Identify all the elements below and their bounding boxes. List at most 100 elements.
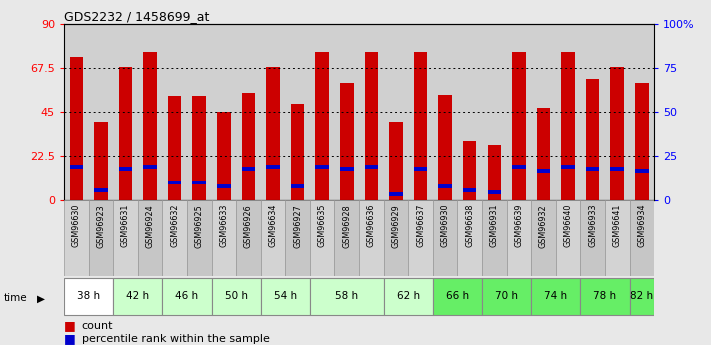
Bar	[113, 278, 162, 315]
Bar	[359, 200, 384, 276]
Text: 46 h: 46 h	[176, 291, 198, 301]
Bar	[433, 24, 457, 200]
Text: GSM96929: GSM96929	[392, 204, 400, 248]
Text: GSM96934: GSM96934	[637, 204, 646, 247]
Bar	[463, 188, 476, 192]
Bar	[138, 200, 162, 276]
Bar	[556, 200, 580, 276]
Bar	[463, 141, 476, 200]
Bar	[212, 24, 236, 200]
Bar	[162, 24, 187, 200]
Bar	[531, 200, 556, 276]
Bar	[580, 24, 605, 200]
Text: 62 h: 62 h	[397, 291, 419, 301]
Bar	[310, 200, 334, 276]
Bar	[482, 24, 506, 200]
Bar	[605, 24, 629, 200]
Bar	[334, 200, 359, 276]
Text: 78 h: 78 h	[594, 291, 616, 301]
Bar	[457, 24, 482, 200]
Text: GSM96636: GSM96636	[367, 204, 376, 247]
Bar	[119, 67, 132, 200]
Bar	[561, 165, 574, 169]
Bar	[285, 200, 310, 276]
Bar	[261, 278, 310, 315]
Text: GSM96923: GSM96923	[97, 204, 105, 247]
Bar	[537, 169, 550, 173]
Text: GSM96930: GSM96930	[441, 204, 449, 247]
Bar	[439, 185, 452, 188]
Bar	[242, 92, 255, 200]
Bar	[119, 167, 132, 171]
Bar	[359, 24, 384, 200]
Bar	[561, 51, 574, 200]
Bar	[310, 24, 334, 200]
Bar	[334, 24, 359, 200]
Text: 66 h: 66 h	[446, 291, 469, 301]
Bar	[611, 167, 624, 171]
Bar	[291, 104, 304, 200]
Bar	[408, 200, 433, 276]
Bar	[629, 278, 654, 315]
Bar	[433, 278, 482, 315]
Text: 42 h: 42 h	[126, 291, 149, 301]
Bar	[217, 112, 230, 200]
Bar	[168, 97, 181, 200]
Bar	[291, 185, 304, 188]
Bar	[512, 51, 525, 200]
Bar	[414, 51, 427, 200]
Text: GSM96635: GSM96635	[318, 204, 326, 247]
Bar	[193, 180, 206, 185]
Text: 74 h: 74 h	[544, 291, 567, 301]
Bar	[384, 278, 433, 315]
Text: 70 h: 70 h	[495, 291, 518, 301]
Text: GSM96925: GSM96925	[195, 204, 204, 248]
Bar	[629, 200, 654, 276]
Text: GSM96631: GSM96631	[121, 204, 130, 247]
Text: GSM96924: GSM96924	[146, 204, 154, 247]
Bar	[113, 24, 138, 200]
Bar	[261, 24, 285, 200]
Bar	[635, 83, 648, 200]
Bar	[266, 165, 279, 169]
Text: ■: ■	[64, 319, 76, 333]
Bar	[586, 167, 599, 171]
Bar	[187, 24, 212, 200]
Bar	[94, 122, 107, 200]
Text: count: count	[82, 321, 113, 331]
Text: GSM96639: GSM96639	[514, 204, 523, 247]
Bar	[580, 278, 629, 315]
Bar	[629, 24, 654, 200]
Bar	[89, 24, 113, 200]
Bar	[488, 190, 501, 194]
Bar	[531, 278, 580, 315]
Bar	[414, 167, 427, 171]
Text: 38 h: 38 h	[77, 291, 100, 301]
Bar	[162, 278, 212, 315]
Bar	[316, 165, 329, 169]
Text: GSM96637: GSM96637	[416, 204, 425, 247]
Bar	[580, 200, 605, 276]
Bar	[266, 67, 279, 200]
Bar	[365, 165, 378, 169]
Text: 82 h: 82 h	[630, 291, 653, 301]
Bar	[236, 200, 261, 276]
Bar	[482, 200, 506, 276]
Text: 54 h: 54 h	[274, 291, 297, 301]
Text: GSM96632: GSM96632	[170, 204, 179, 247]
Bar	[193, 97, 206, 200]
Bar	[556, 24, 580, 200]
Text: ▶: ▶	[37, 294, 45, 303]
Bar	[138, 24, 162, 200]
Bar	[635, 169, 648, 173]
Text: GDS2232 / 1458699_at: GDS2232 / 1458699_at	[64, 10, 209, 23]
Bar	[168, 180, 181, 185]
Bar	[144, 165, 157, 169]
Text: GSM96638: GSM96638	[465, 204, 474, 247]
Bar	[285, 24, 310, 200]
Bar	[605, 200, 629, 276]
Text: GSM96634: GSM96634	[269, 204, 277, 247]
Bar	[310, 278, 384, 315]
Bar	[236, 24, 261, 200]
Bar	[389, 122, 402, 200]
